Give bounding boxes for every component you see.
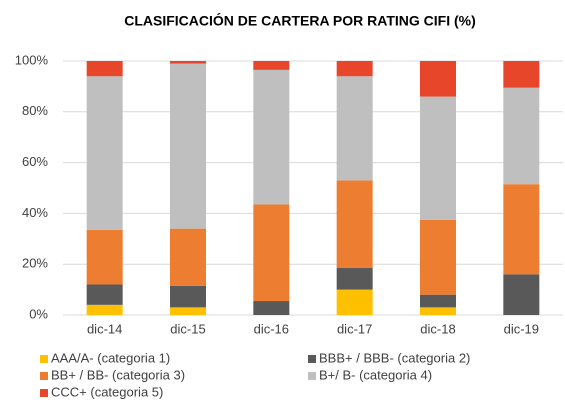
y-tick-label: 0% [29, 306, 48, 321]
bar-segment [170, 61, 206, 64]
bar-segment [503, 184, 540, 275]
legend-swatch [40, 372, 48, 380]
legend-label: BB+ / BB- (categoria 3) [51, 367, 185, 382]
bar-segment [336, 268, 373, 290]
bar-segment [336, 76, 373, 181]
bar-segment [420, 307, 456, 315]
x-tick-label: dic-15 [170, 321, 205, 336]
legend-swatch [40, 389, 48, 397]
legend-swatch [40, 355, 48, 363]
bar-segment [170, 228, 206, 286]
bar-segment [253, 204, 290, 302]
x-tick-label: dic-16 [254, 321, 289, 336]
chart-title: CLASIFICACIÓN DE CARTERA POR RATING CIFI… [124, 12, 476, 29]
bar-segment [170, 63, 206, 229]
bar-segment [86, 61, 123, 77]
x-tick-label: dic-19 [504, 321, 539, 336]
bar-segment [170, 285, 206, 308]
legend-label: BBB+ / BBB- (categoria 2) [319, 350, 470, 365]
legend-swatch [308, 355, 316, 363]
bar-segment [503, 87, 540, 185]
legend-label: AAA/A- (categoria 1) [51, 350, 170, 365]
legend-label: CCC+ (categoria 5) [51, 384, 163, 399]
x-tick-label: dic-17 [337, 321, 372, 336]
y-tick-label: 100% [15, 52, 49, 67]
bar-segment [336, 61, 373, 77]
y-tick-label: 20% [22, 256, 48, 271]
legend-label: B+/ B- (categoria 4) [319, 367, 432, 382]
y-tick-label: 80% [22, 103, 48, 118]
bar-segment [503, 61, 540, 88]
bar-segment [170, 307, 206, 315]
bar-segment [86, 304, 123, 315]
bar-segment [420, 219, 456, 295]
y-tick-label: 40% [22, 205, 48, 220]
bar-segment [336, 289, 373, 315]
bar-segment [503, 274, 540, 315]
bar-segment [420, 61, 456, 97]
legend-swatch [308, 372, 316, 380]
y-tick-label: 60% [22, 154, 48, 169]
bar-segment [253, 61, 290, 70]
bar-segment [253, 69, 290, 205]
x-tick-label: dic-18 [420, 321, 455, 336]
bar-segment [420, 96, 456, 220]
x-tick-label: dic-14 [87, 321, 122, 336]
bar-segment [336, 180, 373, 269]
bar-segment [86, 76, 123, 230]
bar-segment [253, 301, 290, 315]
bar-segment [86, 284, 123, 305]
bar-segment [420, 294, 456, 308]
bar-segment [86, 229, 123, 285]
